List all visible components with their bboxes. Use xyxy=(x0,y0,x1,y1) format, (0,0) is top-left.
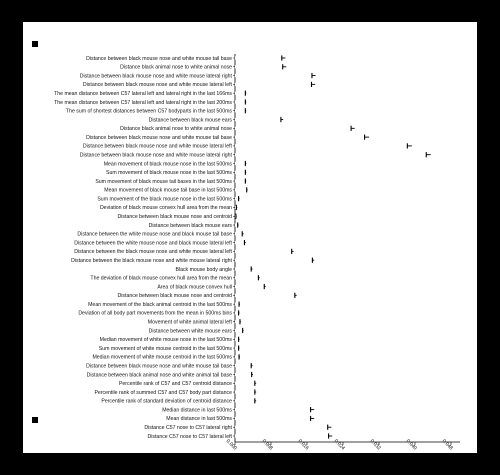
category-label: Distance between black mouse nose and wh… xyxy=(86,135,232,141)
category-label: Distance between black animal nose and w… xyxy=(87,372,232,378)
category-label: The mean distance between C57 lateral le… xyxy=(54,91,232,97)
category-label: Distance between black mouse nose and wh… xyxy=(83,144,233,150)
category-label: Sum movement of white mouse centroid in … xyxy=(99,346,233,352)
corner-marker-top xyxy=(32,41,38,47)
x-tick-label: 0.032 xyxy=(369,438,382,451)
category-label: Distance C57 nose to C57 lateral left xyxy=(148,434,233,440)
bar xyxy=(235,144,408,148)
bar xyxy=(235,425,328,429)
bar xyxy=(235,258,313,262)
bar xyxy=(235,91,246,95)
bar xyxy=(235,408,311,412)
category-label: Distance between black mouse nose and wh… xyxy=(86,56,232,62)
category-label: Sum movement of black mouse tail bases i… xyxy=(95,179,232,185)
bar xyxy=(235,65,283,69)
x-tick-label: 0.040 xyxy=(405,438,418,451)
category-label: Distance between white mouse ears xyxy=(149,328,233,334)
bar xyxy=(235,355,240,359)
category-label: Mean distance in last 500ms xyxy=(166,416,232,422)
category-label: Black mouse body angle xyxy=(175,267,232,273)
category-label: Distance black animal nose to white anim… xyxy=(120,126,232,132)
category-label: Distance between black mouse ears xyxy=(149,223,233,229)
bar xyxy=(235,188,247,192)
category-label: Mean movement of the black animal centro… xyxy=(88,302,232,308)
category-label: The deviation of black mouse convex hull… xyxy=(90,276,232,282)
x-tick-label: 0.048 xyxy=(441,438,454,451)
bar xyxy=(235,153,427,157)
bar xyxy=(235,364,252,368)
x-tick-label: 0.008 xyxy=(261,438,274,451)
bar xyxy=(235,126,352,130)
bar xyxy=(235,232,243,236)
category-label: Mean movement of black mouse tail base i… xyxy=(104,188,232,194)
plot-panel: Distance between black mouse nose and wh… xyxy=(23,22,477,453)
bar xyxy=(235,267,252,271)
category-label: Distance C57 nose to C57 lateral right xyxy=(144,425,232,431)
bar xyxy=(235,434,329,438)
category-label: Deviation of black mouse convex hull are… xyxy=(100,205,232,211)
x-tick-label: 0.000 xyxy=(225,438,238,451)
corner-marker-bottom xyxy=(32,417,38,423)
bar xyxy=(235,223,238,227)
category-label: Percentile rank of summed C57 and C57 bo… xyxy=(94,390,232,396)
category-label: Distance between black mouse ears xyxy=(149,117,233,123)
category-label: Sum movement of black mouse nose in the … xyxy=(106,170,232,176)
category-label: Percentile rank of standard deviation of… xyxy=(101,399,232,405)
bar xyxy=(235,56,282,60)
category-label: Percentile rank of C57 and C57 centroid … xyxy=(119,381,232,387)
category-label: Distance between black mouse nose and wh… xyxy=(86,363,232,369)
category-label: Distance between the black mouse nose an… xyxy=(74,249,232,255)
bar xyxy=(235,372,252,377)
category-label: Sum movement of the black mouse nose in … xyxy=(97,196,232,202)
bar xyxy=(235,416,311,421)
bar xyxy=(235,346,239,350)
category-label: Distance between the white mouse nose an… xyxy=(74,240,232,246)
bar xyxy=(235,73,312,78)
category-label: Median distance in last 500ms xyxy=(162,407,232,413)
bar xyxy=(235,135,365,139)
bar xyxy=(235,390,255,394)
x-tick-label: 0.024 xyxy=(333,438,346,451)
bar xyxy=(235,337,239,341)
category-label: Distance between black mouse nose and ce… xyxy=(118,293,233,299)
category-label: Deviation of all body part movements fro… xyxy=(78,311,232,317)
category-label: Median movement of white mouse nose in t… xyxy=(100,337,233,343)
category-label: Distance between black mouse nose and wh… xyxy=(80,73,233,79)
bar xyxy=(235,170,246,174)
bar xyxy=(235,284,265,289)
category-label: Area of black mouse convex hull xyxy=(157,284,232,290)
category-label: Distance black animal nose to white anim… xyxy=(120,65,232,71)
category-label: Distance between the white mouse nose an… xyxy=(77,232,232,238)
category-label: Movement of white animal lateral left xyxy=(148,320,233,326)
category-label: Distance between black mouse nose and wh… xyxy=(80,152,233,158)
bar xyxy=(235,82,312,86)
feature-importance-chart: Distance between black mouse nose and wh… xyxy=(32,41,460,452)
bar xyxy=(235,311,239,315)
category-label: Mean movement of black mouse nose in the… xyxy=(104,161,233,167)
category-label: The sum of shortest distances between C5… xyxy=(66,109,232,115)
category-label: The mean distance between C57 lateral le… xyxy=(54,100,232,106)
bar xyxy=(235,276,259,280)
x-tick-label: 0.016 xyxy=(297,438,310,451)
bar xyxy=(235,197,239,201)
category-label: Distance between the black mouse nose an… xyxy=(71,258,232,264)
bar xyxy=(235,109,246,113)
bar xyxy=(235,293,295,297)
category-label: Median movement of white mouse centroid … xyxy=(92,355,232,361)
bar xyxy=(235,117,281,122)
bar xyxy=(235,320,240,324)
bar xyxy=(235,328,243,333)
category-label: Distance between black mouse nose and ce… xyxy=(118,214,233,220)
bar xyxy=(235,249,292,253)
category-label: Distance between black mouse nose and wh… xyxy=(83,82,233,88)
bar xyxy=(235,161,246,166)
bar xyxy=(235,179,246,183)
bar xyxy=(235,302,240,306)
bar xyxy=(235,399,255,403)
bar xyxy=(235,205,237,210)
bar xyxy=(235,100,246,104)
bar xyxy=(235,381,255,385)
bar xyxy=(235,241,245,245)
